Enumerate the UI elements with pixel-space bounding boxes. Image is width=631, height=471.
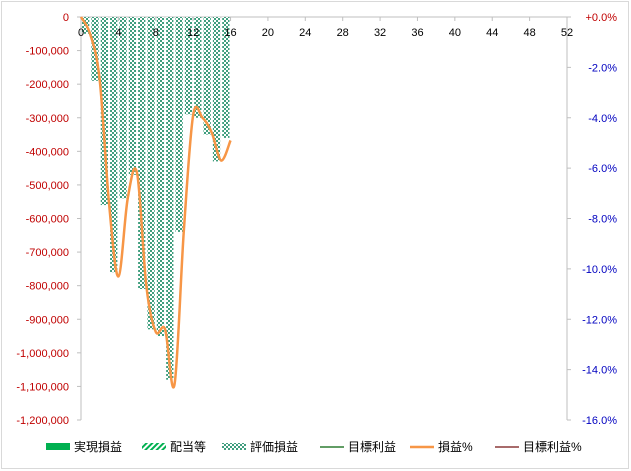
legend-item: 目標利益	[320, 440, 396, 454]
legend-item: 評価損益	[222, 439, 298, 454]
legend-label: 配当等	[170, 440, 206, 454]
y-left-tick-label: 0	[63, 12, 69, 24]
bar-評価損益	[100, 17, 109, 206]
y-right-tick-label: -16.0%	[582, 415, 617, 427]
x-tick-label: 52	[561, 27, 573, 39]
legend-item: 目標利益%	[495, 440, 582, 454]
bar-評価損益	[175, 17, 183, 232]
y-left-tick-label: -500,000	[26, 180, 69, 192]
y-left-tick-label: -100,000	[26, 46, 69, 58]
y-right-tick-label: -8.0%	[588, 214, 617, 226]
y-left-tick-label: -1,200,000	[16, 415, 69, 427]
legend-item: 配当等	[142, 440, 206, 454]
bar-評価損益	[128, 17, 137, 175]
y-left-tick-label: -600,000	[26, 214, 69, 226]
legend-label: 目標利益	[348, 440, 396, 454]
y-left-tick-label: -700,000	[26, 247, 69, 259]
y-left-tick-label: -1,100,000	[16, 381, 69, 393]
bar-評価損益	[166, 17, 174, 380]
legend-swatch	[222, 443, 246, 450]
x-tick-label: 4	[115, 27, 121, 39]
x-tick-label: 32	[374, 27, 386, 39]
y-right-tick-label: -10.0%	[582, 264, 617, 276]
bar-評価損益	[147, 17, 155, 330]
x-tick-label: 8	[153, 27, 159, 39]
x-tick-label: 28	[337, 27, 349, 39]
bars-group	[82, 17, 230, 380]
y-left-tick-label: -800,000	[26, 281, 69, 293]
y-right-tick-label: +0.0%	[586, 12, 618, 24]
bar-評価損益	[138, 17, 146, 290]
labels-group: 0 4 8 12 16 20 24 28 32 36 40 44 48 520-100,000-200,0…	[16, 12, 617, 427]
bar-評価損益	[212, 17, 221, 162]
y-left-tick-label: -400,000	[26, 146, 69, 158]
lines-group	[79, 16, 232, 389]
bar-評価損益	[194, 17, 202, 118]
bar-評価損益	[110, 17, 118, 273]
bar-評価損益	[184, 17, 193, 115]
x-tick-label: 36	[411, 27, 423, 39]
legend-swatch	[46, 443, 70, 450]
y-left-tick-label: -900,000	[26, 314, 69, 326]
x-tick-label: 20	[262, 27, 274, 39]
x-tick-label: 40	[449, 27, 461, 39]
x-tick-label: 16	[224, 27, 236, 39]
legend-item: 損益%	[410, 439, 473, 454]
legend-label: 損益%	[438, 439, 473, 454]
legend-label: 実現損益	[74, 439, 122, 454]
x-tick-label: 48	[523, 27, 535, 39]
legend-item: 実現損益	[46, 439, 122, 454]
y-right-tick-label: -4.0%	[588, 113, 617, 125]
x-tick-label: 12	[187, 27, 199, 39]
bar-評価損益	[222, 17, 230, 138]
bar-評価損益	[203, 17, 211, 135]
y-right-tick-label: -14.0%	[582, 365, 617, 377]
line-損益%	[79, 16, 232, 389]
y-right-tick-label: -2.0%	[588, 62, 617, 74]
y-left-tick-label: -1,000,000	[16, 348, 69, 360]
y-left-tick-label: -200,000	[26, 79, 69, 91]
y-right-tick-label: -6.0%	[588, 163, 617, 175]
legend-swatch	[142, 443, 166, 450]
y-left-tick-label: -300,000	[26, 113, 69, 125]
x-tick-label: 24	[299, 27, 311, 39]
y-right-tick-label: -12.0%	[582, 314, 617, 326]
bar-評価損益	[119, 17, 127, 199]
legend-label: 目標利益%	[523, 440, 582, 454]
x-tick-label: 44	[486, 27, 498, 39]
x-tick-label: 0	[78, 27, 84, 39]
legend-label: 評価損益	[250, 439, 298, 454]
legend: 実現損益 配当等 評価損益 目標利益 損益% 目標利益%	[46, 439, 582, 454]
bar-評価損益	[156, 17, 165, 337]
